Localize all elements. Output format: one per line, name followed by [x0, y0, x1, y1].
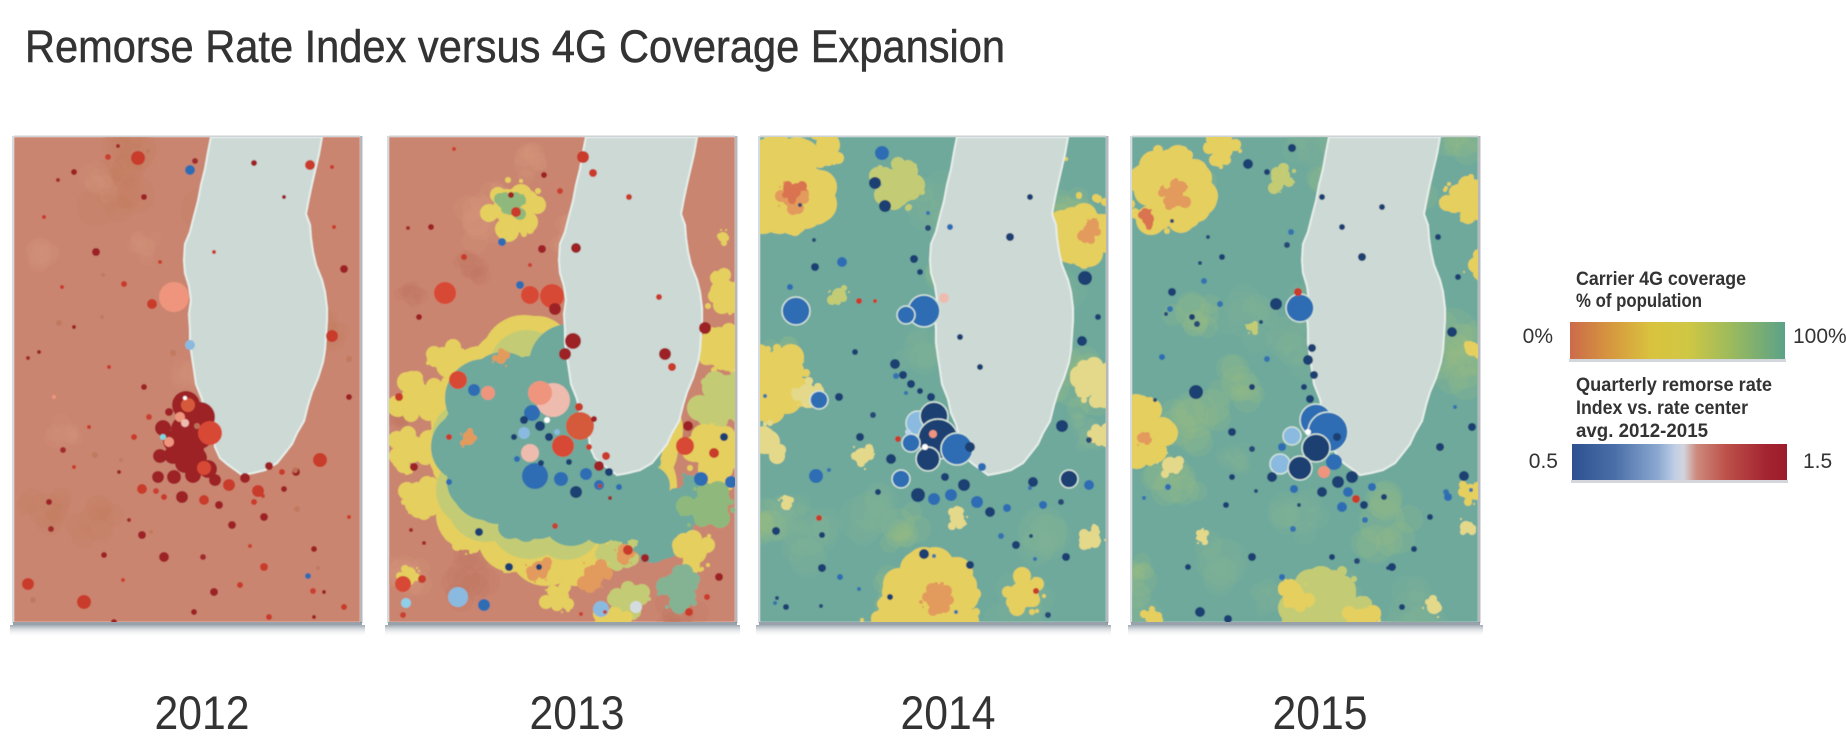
svg-text:2013: 2013 — [530, 686, 625, 739]
svg-text:0%: 0% — [1523, 325, 1553, 348]
svg-text:Quarterly remorse rate: Quarterly remorse rate — [1576, 375, 1772, 396]
svg-text:0.5: 0.5 — [1529, 450, 1558, 473]
svg-text:% of population: % of population — [1576, 291, 1702, 312]
svg-text:Index vs. rate center: Index vs. rate center — [1576, 398, 1749, 419]
svg-text:100%: 100% — [1793, 325, 1846, 348]
svg-text:2015: 2015 — [1273, 686, 1368, 739]
svg-text:Remorse Rate Index versus 4G C: Remorse Rate Index versus 4G Coverage Ex… — [25, 21, 1005, 72]
svg-text:2014: 2014 — [901, 686, 996, 739]
svg-text:2012: 2012 — [155, 686, 250, 739]
svg-text:avg. 2012-2015: avg. 2012-2015 — [1576, 421, 1708, 442]
svg-text:Carrier 4G coverage: Carrier 4G coverage — [1576, 269, 1746, 290]
svg-text:1.5: 1.5 — [1803, 450, 1832, 473]
